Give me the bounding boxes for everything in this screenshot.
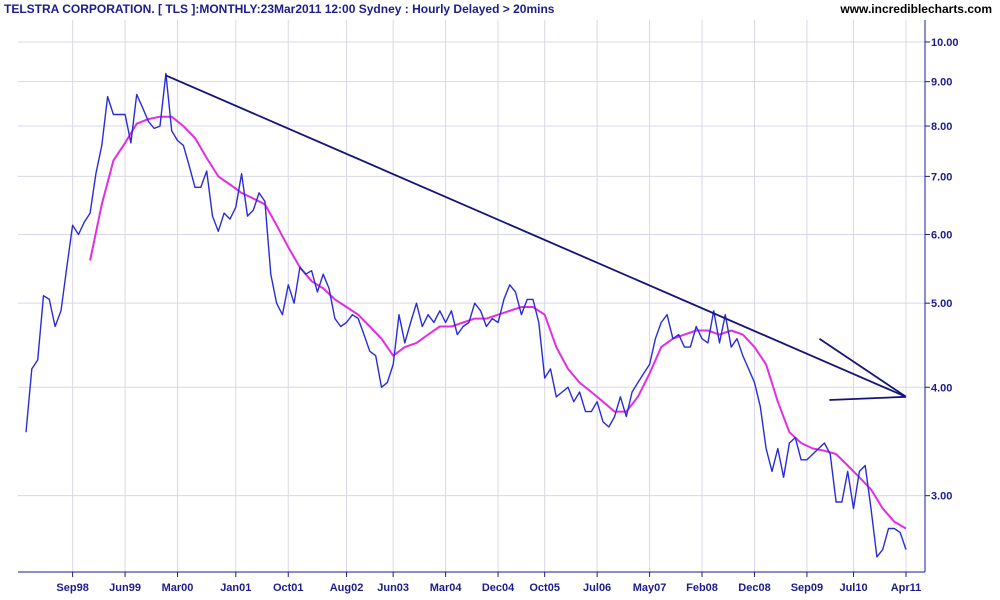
price-line <box>25 72 907 558</box>
y-tick-label: 9.00 <box>931 77 952 89</box>
axes <box>18 20 930 577</box>
x-tick-label: Oct05 <box>529 582 560 594</box>
x-tick-label: Jun03 <box>377 582 409 594</box>
x-tick-label: Feb08 <box>686 582 718 594</box>
trendline <box>165 74 907 398</box>
grid <box>18 20 925 572</box>
y-tick-label: 4.00 <box>931 382 952 394</box>
x-tick-label: Mar00 <box>162 582 194 594</box>
site-url[interactable]: www.incrediblecharts.com <box>840 2 992 16</box>
x-tick-label: Sep09 <box>791 582 823 594</box>
x-tick-label: Sep98 <box>56 582 88 594</box>
x-tick-label: May07 <box>633 582 667 594</box>
x-tick-label: Apr11 <box>891 582 922 594</box>
x-tick-label: Jun99 <box>109 582 141 594</box>
x-tick-label: Jul06 <box>583 582 611 594</box>
x-tick-label: Aug02 <box>330 582 364 594</box>
arrow-line <box>829 395 907 401</box>
x-tick-label: Mar04 <box>430 582 463 594</box>
chart-title: TELSTRA CORPORATION. [ TLS ]:MONTHLY:23M… <box>4 2 555 16</box>
arrow-line <box>818 337 907 398</box>
y-tick-label: 3.00 <box>931 491 952 503</box>
series <box>25 72 907 558</box>
x-tick-label: Dec08 <box>738 582 770 594</box>
y-tick-label: 5.00 <box>931 298 952 310</box>
x-tick-label: Dec04 <box>482 582 515 594</box>
y-tick-label: 10.00 <box>931 37 959 49</box>
moving-average-line <box>89 115 907 530</box>
y-axis-labels: 3.00 4.00 5.00 6.00 7.00 8.00 9.00 10.00 <box>931 37 959 503</box>
x-tick-label: Jul10 <box>839 582 867 594</box>
x-axis-labels: Sep98 Jun99 Mar00 Jan01 Oct01 Aug02 Jun03 Mar04… <box>56 582 921 594</box>
x-tick-label: Jan01 <box>220 582 251 594</box>
annotations <box>165 74 907 401</box>
y-tick-label: 8.00 <box>931 121 952 133</box>
y-tick-label: 6.00 <box>931 229 952 241</box>
y-tick-label: 7.00 <box>931 171 952 183</box>
x-tick-label: Oct01 <box>273 582 304 594</box>
